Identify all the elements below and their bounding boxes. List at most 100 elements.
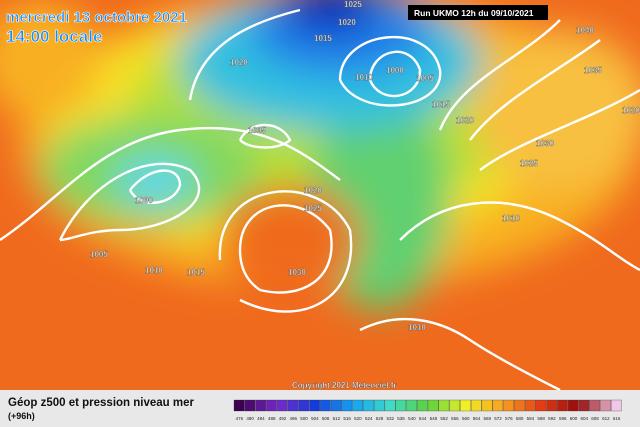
scale-label: 612 [602,416,610,421]
isobar-label: 1020 [456,116,474,125]
run-info: Run UKMO 12h du 09/10/2021 [414,8,534,18]
scale-label: 512 [333,416,341,421]
isobar-line [479,88,640,171]
scale-label: 528 [376,416,384,421]
scale-swatch [395,399,407,412]
scale-label: 488 [268,416,276,421]
isobar-label: 1020 [338,18,356,27]
run-box [408,5,548,20]
isobar-label: 1030 [288,268,306,277]
scale-label: 568 [484,416,492,421]
scale-label: 544 [419,416,427,421]
scale-label: 508 [322,416,330,421]
scale-swatch [352,399,363,412]
scale-label: 604 [581,416,589,421]
scale-swatch [298,399,310,412]
isobar-line [469,39,601,141]
scale-label: 548 [430,416,438,421]
isobar-label: 1025 [304,204,322,213]
scale-label: 496 [290,416,298,421]
scale-label: 608 [591,416,599,421]
scale-label: 536 [397,416,405,421]
scale-swatch [287,399,299,412]
scale-label: 480 [246,416,254,421]
scale-label: 576 [505,416,513,421]
isobar-label: 1015 [187,268,205,277]
scale-swatch [578,399,590,412]
isobar-line [188,8,301,101]
isobar-label: 1010 [408,323,426,332]
copyright: Copyright 2021 Meteociel.fr [292,381,396,390]
scale-label: 484 [257,416,265,421]
isobar-line [128,169,182,204]
scale-label: 588 [537,416,545,421]
scale-swatch [266,399,277,412]
scale-label: 600 [570,416,578,421]
isobars [0,8,640,392]
isobar-line [238,204,333,294]
isobar-line [368,50,422,98]
isobar-line [359,317,561,392]
scale-swatch [524,399,536,412]
isobar-line [58,162,201,242]
scale-swatch [567,399,579,412]
scale-swatch [417,399,428,412]
scale-swatch [557,399,568,412]
scale-swatch [406,399,417,412]
isobar-label: 1035 [584,66,602,75]
scale-label: 540 [408,416,416,421]
isobar-line [218,190,353,313]
isobar-label: 1015 [432,100,450,109]
isobar-label: 1000 [386,66,404,75]
legend-subtitle: (+96h) [8,411,35,421]
isobar-label: 1040 [576,26,594,35]
scale-swatch [330,399,342,412]
scale-label: 580 [516,416,524,421]
scale-swatch [535,399,547,412]
scale-swatch [503,399,514,412]
isobar-label: 1000 [135,196,153,205]
scale-swatch [255,399,266,412]
scale-swatch [546,399,557,412]
isobar-label: 1025 [520,159,538,168]
scale-swatch [363,399,374,412]
scale-swatch [514,399,525,412]
scale-label: 572 [494,416,502,421]
isobar-label: 1015 [314,34,332,43]
scale-label: 556 [451,416,459,421]
scale-swatch [341,399,353,412]
scale-label: 492 [279,416,287,421]
isobar-label: 1020 [622,106,640,115]
scale-swatch [589,399,601,412]
scale-label: 524 [365,416,373,421]
scale-swatch [492,399,504,412]
isobar-label: 1010 [145,266,163,275]
scale-label: 596 [559,416,567,421]
scale-label: 516 [343,416,351,421]
isobar-label: 1005 [90,250,108,259]
scale-label: 504 [311,416,319,421]
scale-label: 532 [387,416,395,421]
scale-label: 560 [462,416,470,421]
map-date: mercredi 13 octobre 2021 [6,9,187,26]
scale-swatch [427,399,439,412]
isobar-line [338,36,442,107]
scale-swatch [600,399,611,412]
isobar-label: 1005 [416,74,434,83]
isobar-line [438,19,561,131]
scale-label: 476 [236,416,244,421]
scale-swatch [460,399,471,412]
isobar-line [238,123,292,149]
isobar-label: 1005 [248,126,266,135]
scale-swatch [233,399,245,412]
scale-swatch [438,399,450,412]
scale-label: 616 [613,416,621,421]
map-time: 14:00 locale [6,27,102,46]
isobar-label: 1030 [536,139,554,148]
scale-label: 584 [527,416,535,421]
scale-swatch [470,399,482,412]
isobar-label: 1010 [355,73,373,82]
legend-title: Géop z500 et pression niveau mer [8,397,195,409]
scale-swatch [244,399,256,412]
